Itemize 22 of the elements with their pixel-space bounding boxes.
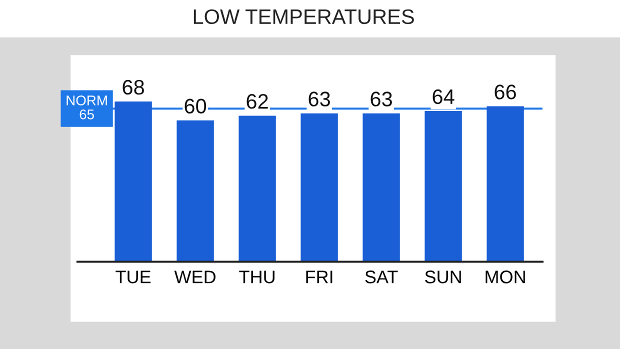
data-label: 62 — [246, 94, 268, 109]
bar — [362, 113, 400, 262]
data-label: 66 — [494, 84, 516, 100]
ref-line-label: NORM 65 — [66, 96, 107, 120]
bar — [176, 120, 214, 262]
chart-title: LOW TEMPERATURES — [194, 9, 414, 24]
data-label: 63 — [370, 92, 392, 106]
data-label: 68 — [122, 80, 144, 95]
x-tick-label: THU — [239, 270, 274, 284]
x-tick-label: SUN — [425, 270, 461, 284]
bar — [486, 106, 524, 262]
data-label: 60 — [184, 98, 206, 114]
bar — [114, 102, 152, 262]
data-label: 64 — [432, 89, 454, 104]
data-label: 63 — [308, 92, 330, 106]
x-tick-label: WED — [174, 270, 216, 284]
x-tick-label: FRI — [306, 270, 332, 284]
x-tick-label: SAT — [365, 270, 398, 284]
bar — [238, 116, 276, 262]
x-tick-label: TUE — [116, 270, 151, 284]
x-tick-label: MON — [486, 270, 525, 284]
bar — [300, 113, 338, 262]
